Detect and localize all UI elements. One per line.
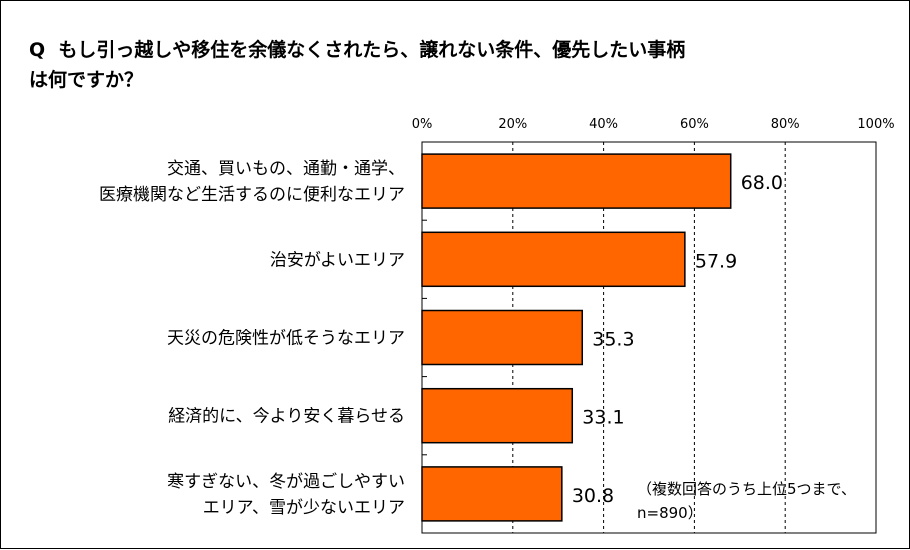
category-label: 交通、買いもの、通勤・通学、 [167,159,405,179]
category-label: 寒すぎない、冬が過ごしやすい [167,472,405,492]
question-title: Q もし引っ越しや移住を余儀なくされたら、譲れない条件、優先したい事柄 は何です… [29,35,789,95]
x-tick-label: 100% [857,117,894,132]
survey-note: （複数回答のうち上位5つまで、 n=890） [637,477,907,525]
x-tick-label: 60% [680,117,709,132]
category-label: 医療機関など生活するのに便利なエリア [99,185,405,205]
note-line-2: n=890） [637,504,703,522]
bar [421,387,574,444]
bar [421,153,732,209]
category-label: 天災の危険性が低そうなエリア [167,329,405,349]
x-tick-label: 40% [589,117,618,132]
x-tick-label: 0% [412,117,433,132]
bar [421,466,563,522]
x-tick-label: 80% [771,117,800,132]
value-label: 35.3 [592,329,634,351]
bar [421,309,584,366]
value-label: 68.0 [741,172,783,194]
note-line-1: （複数回答のうち上位5つまで、 [637,480,856,498]
value-label: 57.9 [695,250,737,272]
value-label: 30.8 [572,485,614,507]
bar [421,231,686,288]
x-tick-label: 20% [498,117,527,132]
question-prefix: Q [29,39,46,61]
category-label: 治安がよいエリア [270,250,405,270]
category-label: エリア、雪が少ないエリア [203,498,405,518]
question-line-2: は何ですか？ [29,69,144,91]
value-label: 33.1 [582,407,624,429]
question-line-1: もし引っ越しや移住を余儀なくされたら、譲れない条件、優先したい事柄 [58,39,686,61]
category-label: 経済的に、今より安く暮らせる [168,407,405,427]
